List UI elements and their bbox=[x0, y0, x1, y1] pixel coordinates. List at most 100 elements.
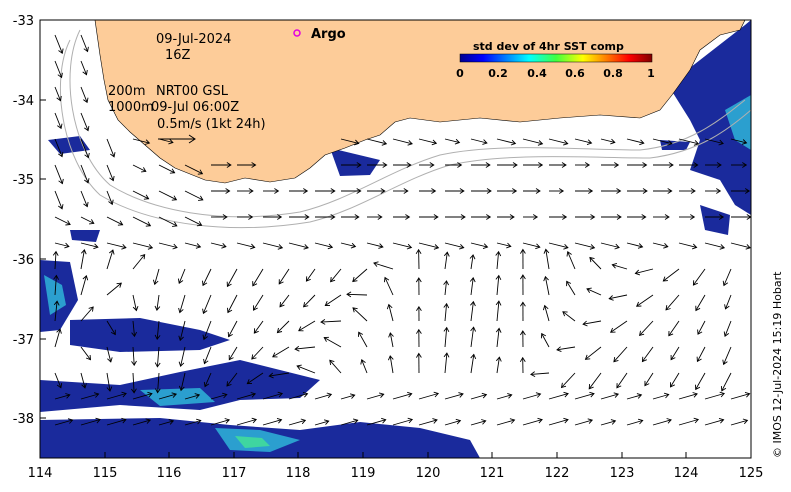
current-vector-head bbox=[485, 162, 491, 168]
current-vector-head bbox=[718, 139, 724, 146]
colorbar-tick: 0 bbox=[456, 67, 464, 80]
current-vector bbox=[156, 346, 160, 367]
current-vector-head bbox=[110, 152, 116, 158]
current-vector-head bbox=[154, 334, 161, 341]
current-vector bbox=[730, 393, 750, 400]
current-vector bbox=[389, 332, 394, 348]
current-vector bbox=[470, 354, 475, 374]
current-vector-head bbox=[718, 214, 725, 220]
current-vector-head bbox=[58, 151, 64, 158]
current-vector bbox=[157, 372, 160, 393]
current-vector bbox=[288, 393, 308, 400]
current-vector-head bbox=[272, 352, 278, 358]
current-vector-head bbox=[432, 418, 438, 424]
current-vector bbox=[80, 372, 86, 389]
current-vector-head bbox=[327, 243, 334, 250]
current-vector-head bbox=[590, 214, 596, 220]
current-vector bbox=[626, 394, 642, 400]
current-vector bbox=[496, 357, 500, 374]
current-vector-head bbox=[667, 139, 673, 146]
current-vector bbox=[544, 276, 550, 296]
x-tick-label: 122 bbox=[545, 466, 570, 481]
current-vector bbox=[80, 346, 91, 360]
current-vector bbox=[695, 294, 706, 311]
current-vector-head bbox=[195, 243, 202, 249]
current-vector bbox=[444, 393, 464, 400]
current-vector-head bbox=[509, 418, 516, 424]
current-vector-head bbox=[637, 418, 644, 425]
current-vector-head bbox=[741, 139, 748, 145]
current-vector bbox=[179, 294, 186, 313]
current-vector-head bbox=[324, 301, 331, 306]
current-vector-head bbox=[274, 188, 280, 194]
current-vector bbox=[106, 242, 127, 249]
current-vector bbox=[54, 301, 58, 322]
current-vector-head bbox=[589, 256, 595, 263]
current-vector bbox=[470, 420, 486, 426]
current-vector-head bbox=[222, 214, 228, 220]
current-vector-head bbox=[433, 244, 440, 250]
current-vector bbox=[132, 372, 135, 393]
current-vector-head bbox=[563, 417, 569, 424]
current-vector bbox=[106, 320, 116, 335]
current-vector bbox=[470, 277, 474, 296]
current-vector bbox=[704, 242, 725, 249]
current-vector-head bbox=[360, 359, 366, 365]
current-vector bbox=[277, 320, 290, 333]
current-vector bbox=[388, 304, 394, 322]
current-vector-head bbox=[203, 381, 210, 388]
current-vector bbox=[80, 419, 101, 426]
current-vector bbox=[106, 138, 115, 157]
current-vector-head bbox=[586, 287, 592, 293]
current-vector bbox=[418, 138, 437, 144]
current-vector bbox=[730, 138, 747, 144]
current-vector-head bbox=[352, 307, 358, 313]
current-vector bbox=[470, 254, 474, 270]
current-vector-head bbox=[121, 391, 127, 398]
current-vector bbox=[228, 320, 238, 337]
current-vector-head bbox=[641, 214, 647, 220]
current-vector-head bbox=[83, 97, 89, 104]
current-vector-head bbox=[443, 352, 450, 358]
current-vector bbox=[306, 268, 316, 282]
current-vector bbox=[444, 353, 448, 374]
current-vector bbox=[323, 337, 342, 348]
current-vector-head bbox=[386, 303, 393, 310]
current-vector bbox=[470, 138, 488, 144]
current-vector-head bbox=[329, 359, 335, 365]
current-vector-head bbox=[415, 277, 422, 283]
current-vector bbox=[158, 242, 178, 248]
current-vector-head bbox=[227, 331, 233, 338]
current-vector-head bbox=[520, 301, 526, 307]
current-vector-head bbox=[512, 188, 518, 194]
current-vector-head bbox=[610, 138, 616, 145]
current-vector-head bbox=[486, 188, 492, 194]
current-vector bbox=[251, 346, 264, 360]
current-vector bbox=[678, 138, 699, 145]
current-vector bbox=[288, 419, 306, 426]
current-vector-head bbox=[416, 305, 422, 312]
current-vector bbox=[80, 249, 85, 270]
colorbar-tick: 1 bbox=[647, 67, 655, 80]
current-vector bbox=[303, 294, 316, 308]
current-vector bbox=[203, 346, 212, 364]
current-vector bbox=[574, 419, 593, 426]
current-vector bbox=[346, 293, 368, 296]
current-vector-head bbox=[668, 162, 674, 168]
current-vector-head bbox=[510, 139, 517, 146]
current-vector bbox=[626, 420, 643, 426]
current-vector-head bbox=[56, 95, 62, 102]
current-vector bbox=[236, 419, 257, 426]
current-vector bbox=[236, 242, 255, 248]
current-vector-head bbox=[298, 326, 304, 332]
current-vector-head bbox=[352, 418, 359, 425]
current-vector bbox=[253, 294, 264, 311]
current-vector bbox=[272, 346, 290, 358]
current-vector-head bbox=[246, 379, 253, 385]
current-vector-head bbox=[482, 139, 488, 145]
current-vector-head bbox=[455, 418, 462, 425]
current-vector bbox=[204, 372, 212, 387]
current-vector-head bbox=[608, 295, 614, 301]
current-vector-head bbox=[470, 326, 477, 332]
current-vector bbox=[54, 164, 63, 184]
